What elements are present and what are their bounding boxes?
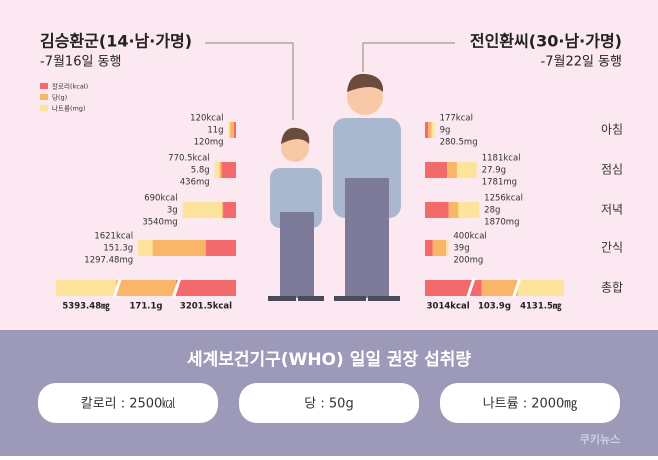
bar-segment [228,122,230,138]
panel-subtitle: -7월16일 동행 [40,54,121,70]
value-label: 39g [453,244,469,254]
value-label: 11g [207,126,223,136]
background [0,0,658,330]
value-label: 770.5kcal [168,154,210,164]
legend-swatch [40,94,48,100]
value-label: 5393.48㎎ [62,302,110,312]
bar-segment [432,240,447,256]
value-label: 3g [167,206,178,216]
value-label: 400kcal [453,232,486,242]
connector [362,42,455,72]
category-label: 점심 [601,163,623,177]
bar-segment [447,162,457,178]
bar-segment [481,280,518,296]
recommendation-box [239,383,419,423]
value-label: 9g [440,126,451,136]
bar-segment [221,162,236,178]
value-label: 28g [484,206,500,216]
panel-title: 김승환군(14·남·가명) [40,32,192,51]
bar-segment [223,202,236,218]
value-label: 151.3g [103,244,133,254]
value-label: 27.9g [482,166,506,176]
bar-segment [138,240,153,256]
break-mark [512,278,522,298]
bar-segment [431,122,435,138]
bar-segment [214,162,220,178]
value-label: 1781mg [482,178,517,188]
bar-segment [233,122,236,138]
bar-segment [205,240,236,256]
legend-label: 당(g) [52,93,67,102]
bar-segment [222,202,224,218]
category-label: 간식 [601,241,623,255]
bar-segment [446,240,449,256]
bar-segment [425,122,429,138]
recommendation-text: 당 : 50g [304,397,353,412]
source: 쿠키뉴스 [580,432,620,446]
recommendation-box [38,383,218,423]
value-label: 1181kcal [482,154,521,164]
value-label: 171.1g [130,302,163,312]
bar-segment [517,280,564,296]
value-label: 3540mg [142,218,177,228]
bar-segment [176,280,236,296]
connector [205,42,294,120]
value-label: 120mg [194,138,224,148]
break-mark [466,278,476,298]
bar-segment [428,122,432,138]
break-mark [172,278,182,298]
value-label: 5.8g [191,166,210,176]
bar-segment [425,202,449,218]
panel-title: 전인환씨(30·남·가명) [470,32,622,51]
category-label: 저녁 [601,203,623,217]
bar-segment [448,202,459,218]
panel-subtitle: -7월22일 동행 [541,54,622,70]
value-label: 1621kcal [94,232,133,242]
legend-label: 나트륨(mg) [52,104,85,113]
bar-segment [458,202,480,218]
value-label: 103.9g [478,302,511,312]
recommendation-title: 세계보건기구(WHO) 일일 권장 섭취량 [187,349,471,370]
recommendation-box [440,383,620,423]
bar-segment [456,162,477,178]
bar-segment [219,162,222,178]
recommendation-text: 나트륨 : 2000㎎ [483,397,578,412]
legend-label: 칼로리(kcal) [52,82,88,91]
bar-segment [425,240,433,256]
bar-segment [116,280,176,296]
legend-swatch [40,83,48,89]
value-label: 280.5mg [440,138,478,148]
bar-segment [425,162,448,178]
value-label: 177kcal [440,114,473,124]
value-label: 120kcal [190,114,223,124]
value-label: 436mg [180,178,210,188]
value-label: 3014kcal [427,302,470,312]
value-label: 1870mg [484,218,519,228]
category-label: 아침 [601,123,623,137]
bar-segment [229,122,234,138]
category-label: 총합 [601,281,623,295]
value-label: 1297.48mg [84,256,133,266]
bar-segment [182,202,223,218]
break-mark [112,278,122,298]
legend-swatch [40,105,48,111]
value-label: 3201.5kcal [180,302,232,312]
bar-segment [56,280,116,296]
value-label: 1256kcal [484,194,523,204]
value-label: 690kcal [144,194,177,204]
value-label: 200mg [453,256,483,266]
recommendation-text: 칼로리 : 2500㎉ [81,397,176,412]
value-label: 4131.5㎎ [520,302,562,312]
bar-segment [152,240,206,256]
man-figure [333,73,401,301]
bar-segment [425,280,482,296]
boy-figure [268,127,324,301]
